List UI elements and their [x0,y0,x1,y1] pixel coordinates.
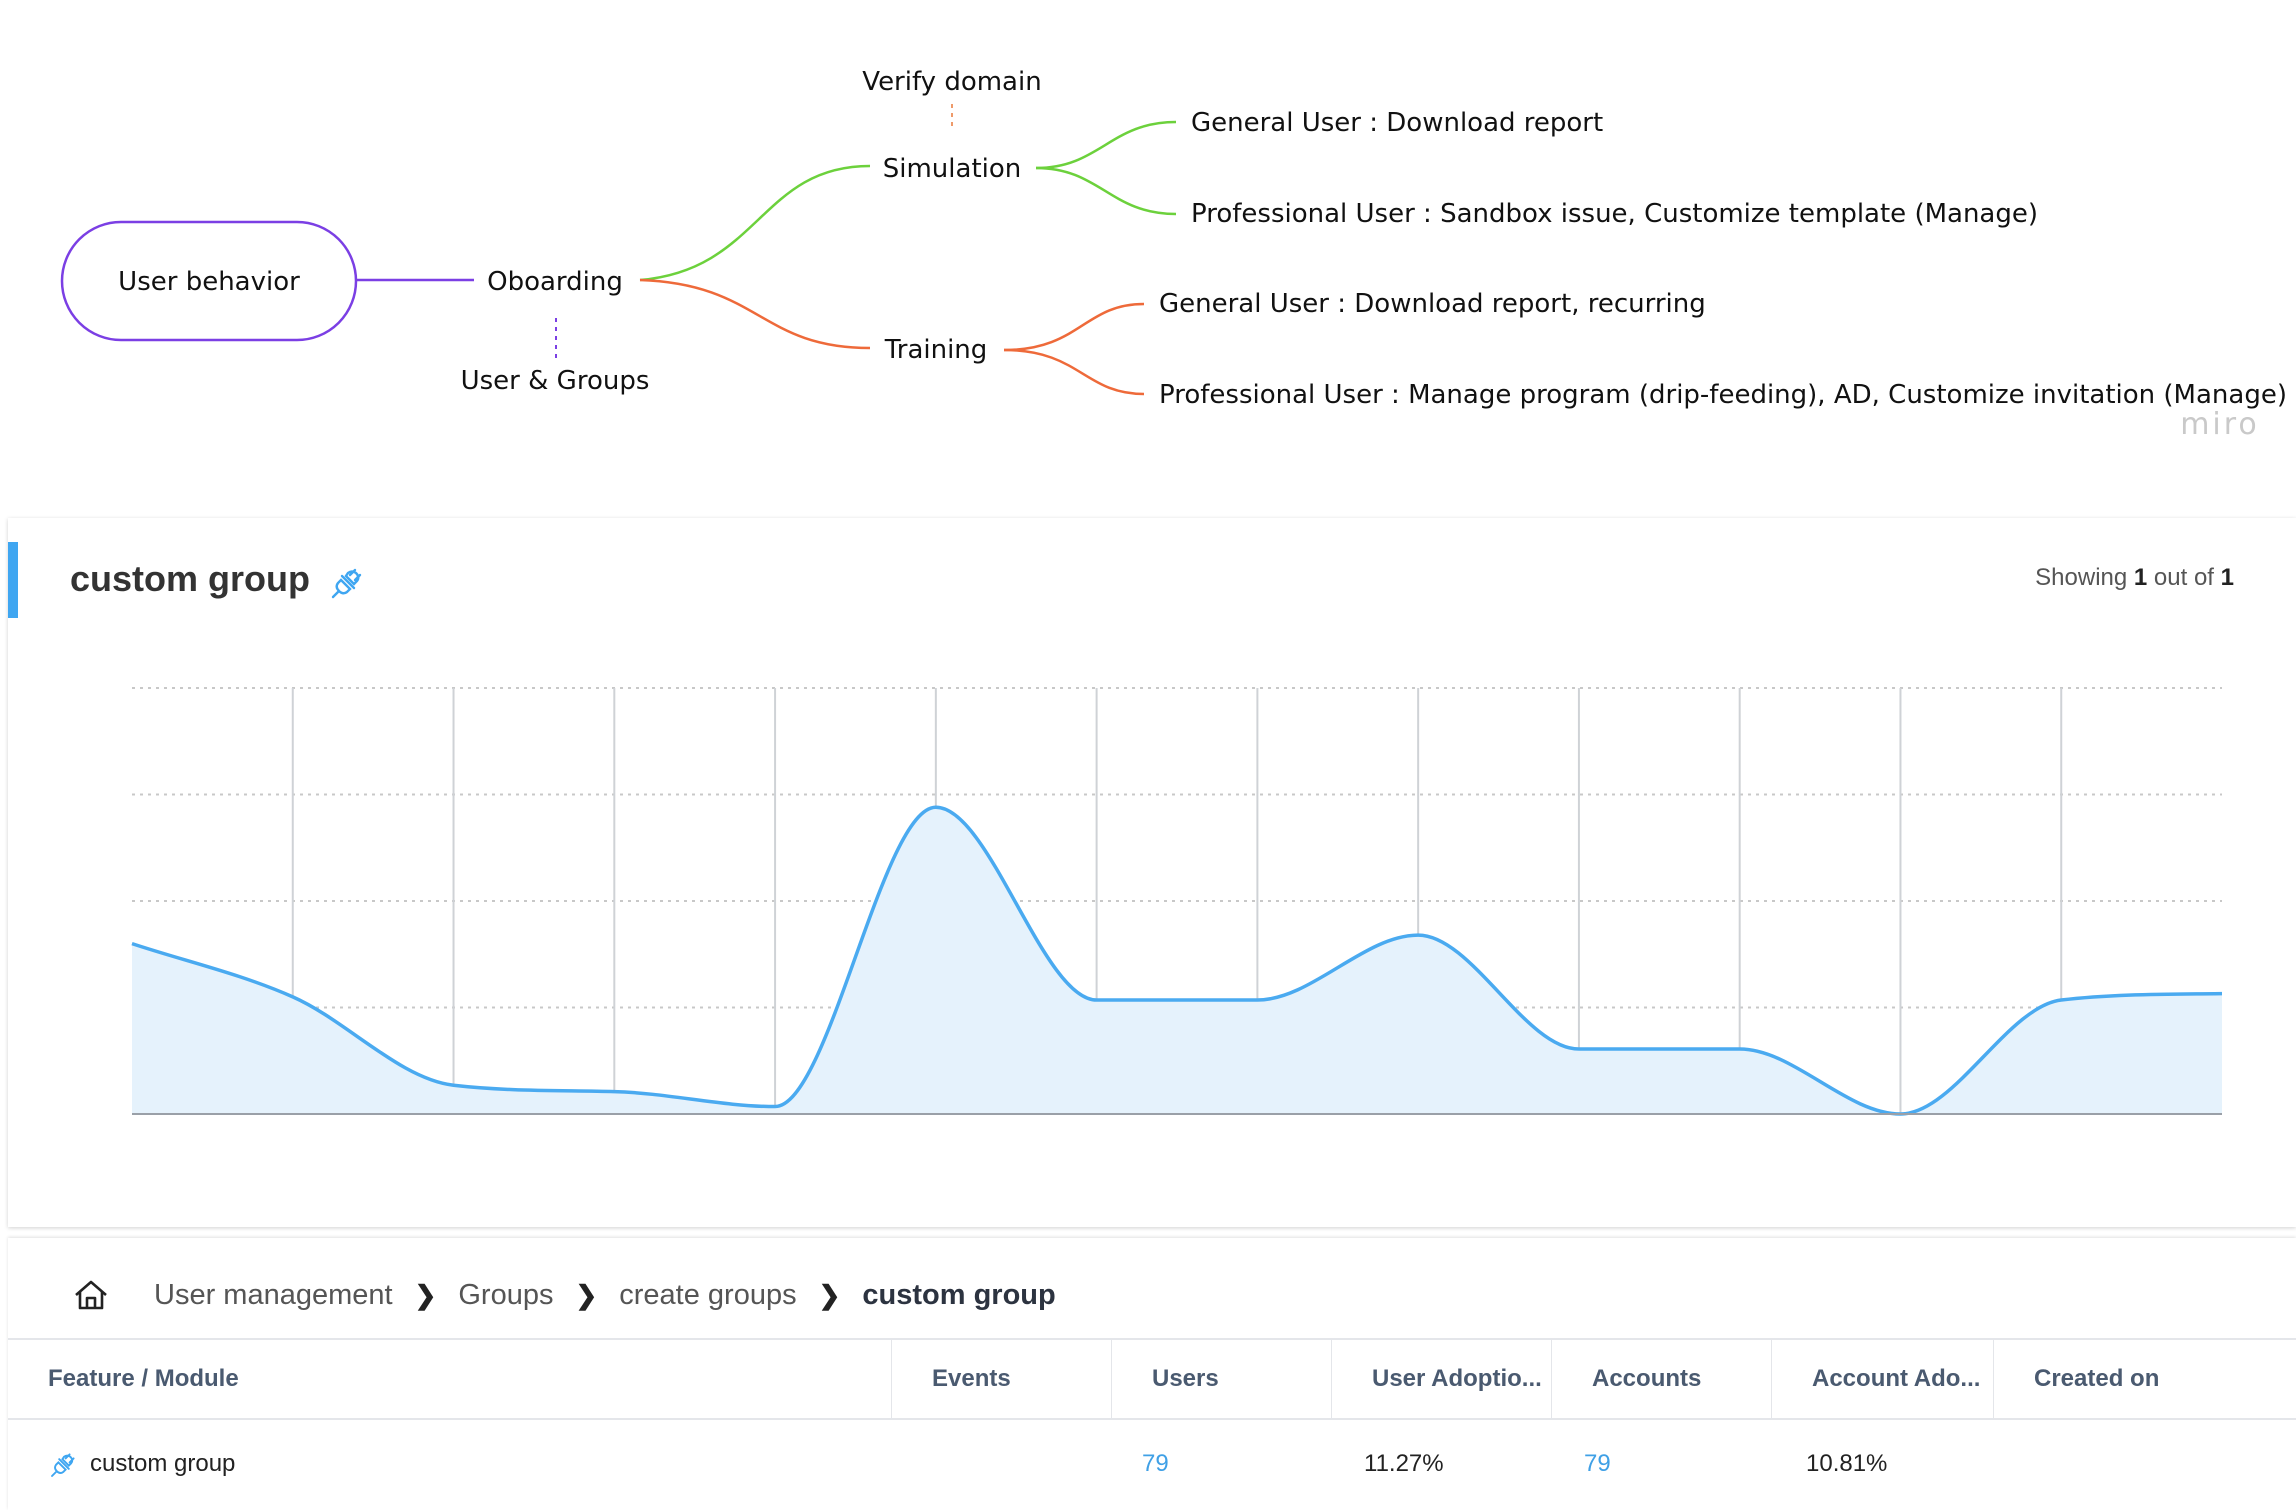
table-row[interactable]: custom group 79 11.27% 79 10.81% [8,1418,2296,1510]
breadcrumb-separator: ❯ [575,1279,598,1310]
breadcrumb-current: custom group [862,1278,1056,1311]
connector-simulation-general [1035,120,1177,170]
cell-feature[interactable]: custom group [90,1450,236,1477]
area-fill [132,807,2222,1114]
mind-map: User behavior Oboarding User & Groups Ve… [60,67,2287,442]
plug-icon[interactable] [328,562,368,602]
breadcrumb: User management ❯ Groups ❯ create groups… [72,1270,1056,1320]
area-chart [131,687,2223,1116]
node-sim-professional[interactable]: Professional User : Sandbox issue, Custo… [1191,199,2038,229]
home-icon[interactable] [72,1276,110,1314]
breadcrumb-separator: ❯ [414,1279,437,1310]
column-header-user-adoption[interactable]: User Adoptio... [1332,1340,1552,1418]
node-verify-domain[interactable]: Verify domain [862,67,1041,97]
node-user-groups[interactable]: User & Groups [461,366,650,396]
showing-prefix: Showing [2035,564,2128,591]
column-header-users[interactable]: Users [1112,1340,1332,1418]
cell-users[interactable]: 79 [1142,1450,1169,1477]
column-header-events[interactable]: Events [892,1340,1112,1418]
cell-account-adoption: 10.81% [1806,1450,1888,1477]
node-training[interactable]: Training [884,335,988,365]
showing-total: 1 [2220,564,2234,591]
breadcrumb-separator: ❯ [818,1279,841,1310]
showing-mid: out of [2153,564,2214,591]
miro-watermark: miro [2180,407,2260,442]
column-header-accounts[interactable]: Accounts [1552,1340,1772,1418]
cell-accounts[interactable]: 79 [1584,1450,1611,1477]
table-card: User management ❯ Groups ❯ create groups… [8,1238,2296,1510]
breadcrumb-create-groups[interactable]: create groups [619,1278,797,1311]
horizontal-gridlines [132,687,2222,1009]
card-title: custom group [70,558,310,599]
node-train-professional[interactable]: Professional User : Manage program (drip… [1159,380,2287,410]
connector-onboarding-simulation [639,164,871,282]
column-header-created-on[interactable]: Created on [2034,1365,2160,1392]
series-line [131,805,2223,1116]
node-onboarding[interactable]: Oboarding [487,267,623,297]
column-header-account-adoption[interactable]: Account Ado... [1772,1340,1994,1418]
connector-simulation-professional [1035,166,1177,216]
node-simulation[interactable]: Simulation [883,154,1022,184]
column-header-feature[interactable]: Feature / Module [8,1340,892,1418]
showing-count: Showing 1 out of 1 [2035,564,2234,592]
showing-current: 1 [2133,564,2148,591]
chart-card: custom group Showing 1 out of 1 [8,518,2296,1227]
connector-training-professional [1003,348,1145,396]
node-sim-general[interactable]: General User : Download report [1191,108,1603,138]
root-node-label: User behavior [118,267,300,297]
plug-icon [51,1453,75,1477]
node-train-general[interactable]: General User : Download report, recurrin… [1159,289,1706,319]
root-node[interactable] [60,220,358,342]
table-header: Feature / Module Events Users User Adopt… [8,1338,2296,1420]
connector-training-general [1003,302,1145,352]
accent-bar [8,542,18,618]
breadcrumb-user-management[interactable]: User management [154,1278,393,1311]
connector-onboarding-training [639,278,871,350]
breadcrumb-groups[interactable]: Groups [458,1278,554,1311]
cell-user-adoption: 11.27% [1364,1450,1444,1477]
